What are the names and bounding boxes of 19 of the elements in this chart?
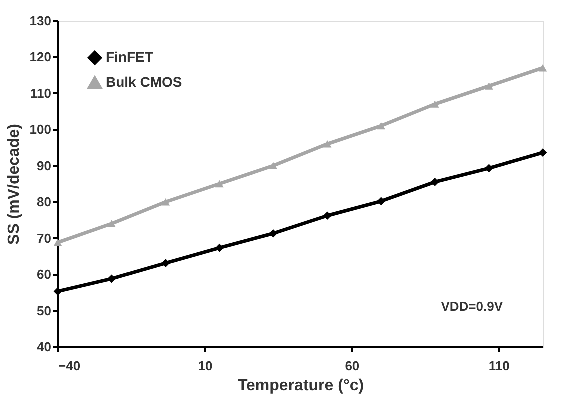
y-tick-label: 100 bbox=[30, 122, 52, 138]
y-tick-label: 80 bbox=[37, 194, 52, 210]
y-tick-label: 60 bbox=[37, 267, 52, 282]
annotation: VDD=0.9V bbox=[441, 299, 504, 314]
x-tick-label: 60 bbox=[345, 358, 360, 374]
y-tick-label: 120 bbox=[30, 50, 52, 65]
y-tick-label: 70 bbox=[37, 230, 52, 246]
y-tick-label: 90 bbox=[37, 158, 52, 174]
y-axis-title: SS (mV/decade) bbox=[6, 124, 23, 245]
x-tick-label: −40 bbox=[58, 358, 81, 374]
y-tick-label: 40 bbox=[37, 340, 52, 354]
x-tick-label: 10 bbox=[198, 358, 213, 374]
y-tick-label: 110 bbox=[30, 86, 52, 101]
y-tick-label: 130 bbox=[30, 14, 52, 28]
y-tick-label: 50 bbox=[37, 303, 52, 318]
legend-label: Bulk CMOS bbox=[106, 74, 182, 90]
x-tick-label: 110 bbox=[488, 358, 510, 374]
x-axis-title: Temperature (°c) bbox=[238, 378, 364, 394]
legend-label: FinFET bbox=[106, 49, 154, 65]
